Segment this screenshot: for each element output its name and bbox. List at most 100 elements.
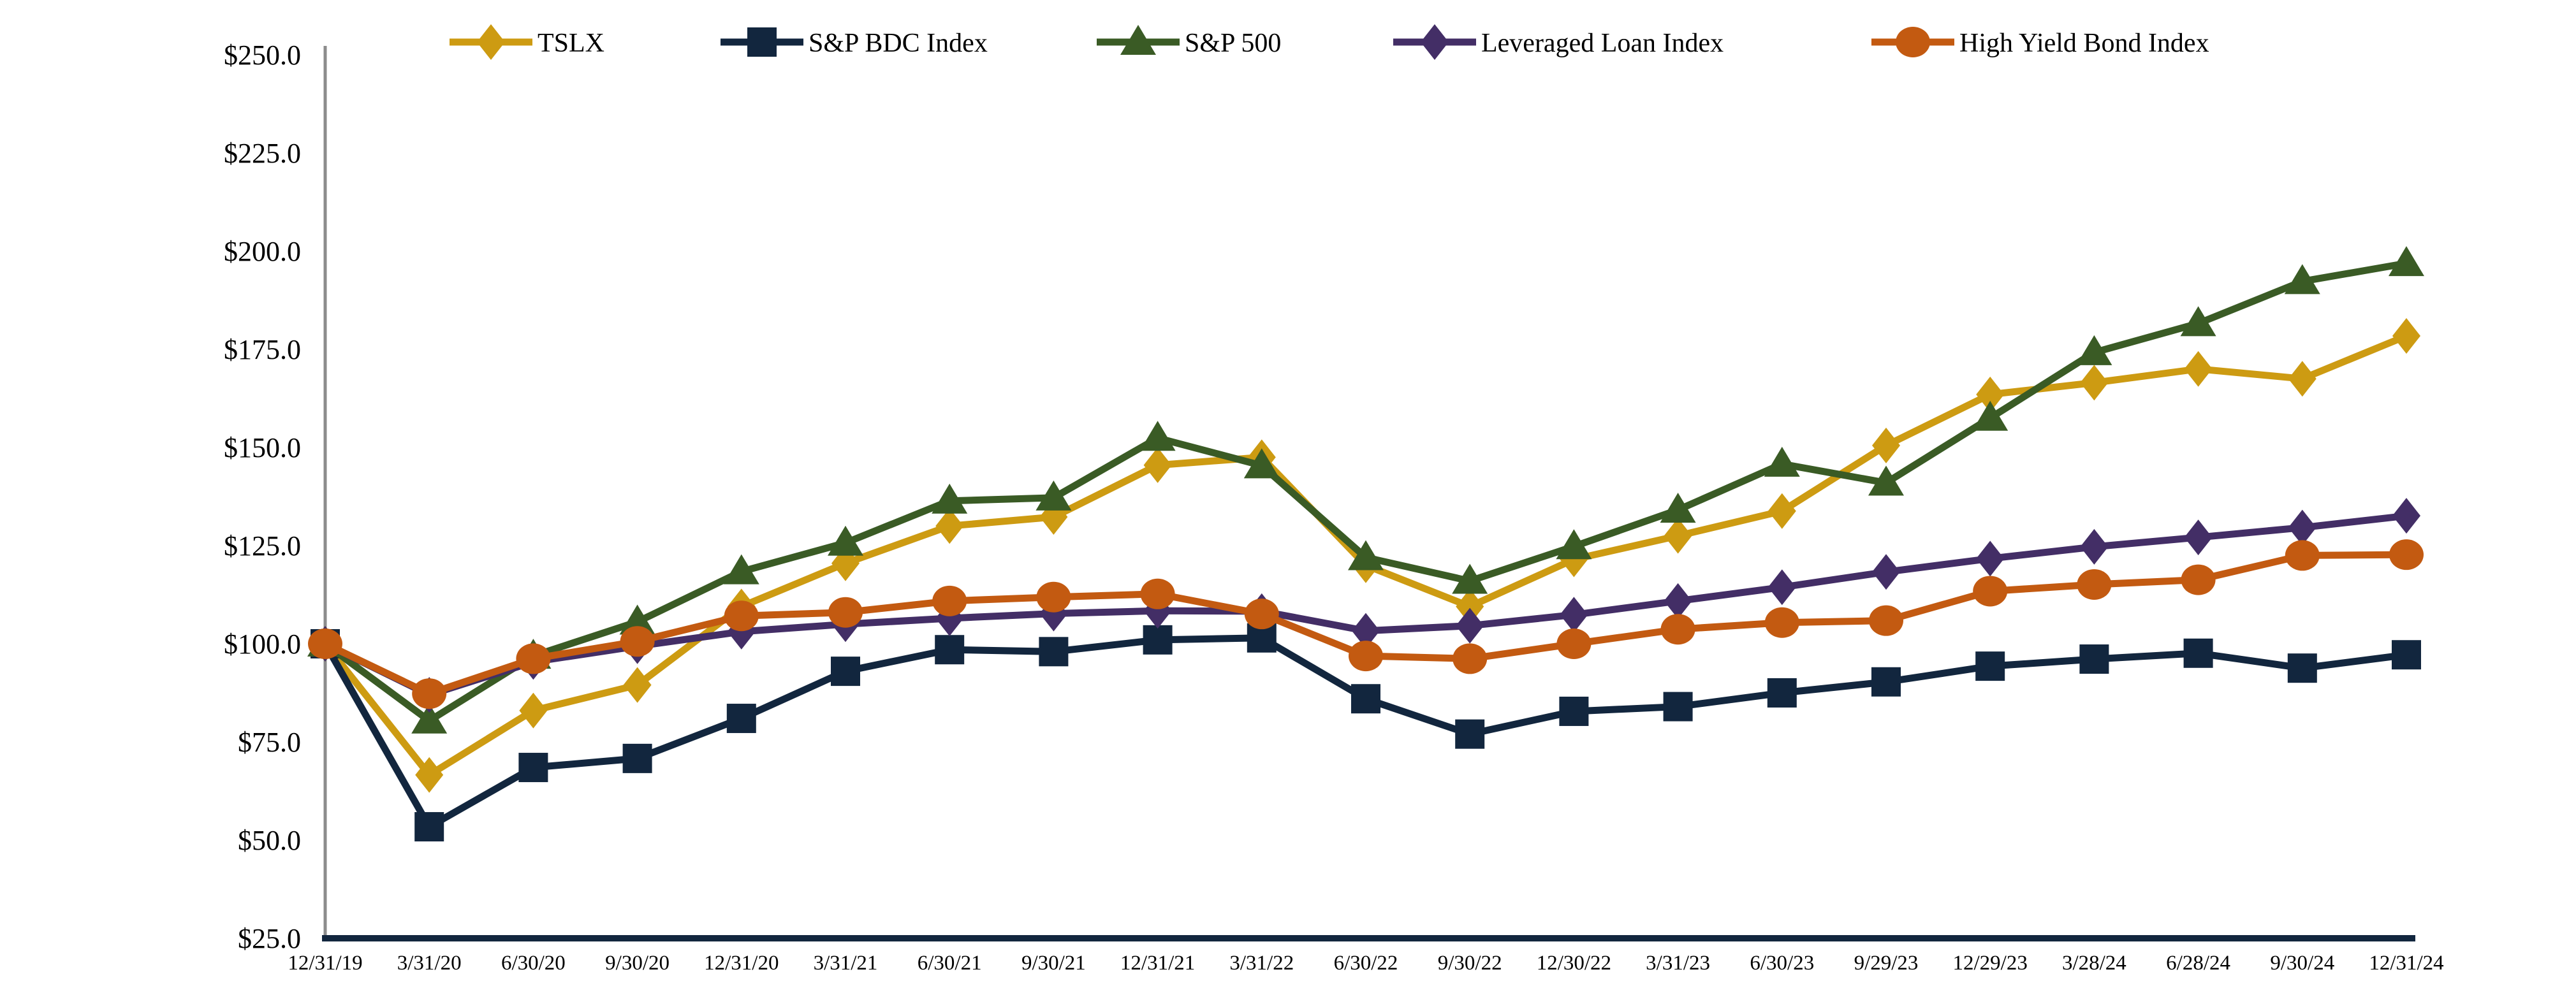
square-marker-icon <box>2183 638 2213 668</box>
x-axis-tick-label: 9/29/23 <box>1854 952 1919 975</box>
diamond-marker-icon <box>1352 613 1380 649</box>
x-axis-tick-label: 12/30/22 <box>1537 952 1611 975</box>
stock-performance-chart: $250.0 $225.0 $200.0 $175.0 $150.0 $125.0 $100… <box>26 10 2576 985</box>
legend-label: TSLX <box>538 29 604 58</box>
circle-marker-icon <box>1140 578 1175 609</box>
triangle-marker-icon <box>723 554 759 585</box>
square-marker-icon <box>1663 692 1693 722</box>
x-axis-tick-label: 9/30/21 <box>1021 952 1086 975</box>
triangle-marker-icon <box>932 483 968 514</box>
triangle-marker-icon <box>2180 306 2216 337</box>
diamond-marker-icon <box>623 667 652 703</box>
x-axis-tick-label: 12/29/23 <box>1953 952 2028 975</box>
x-axis-tick-label: 3/31/21 <box>814 952 878 975</box>
diamond-marker-icon <box>1421 24 1449 60</box>
y-axis-tick-label: $250.0 <box>224 40 301 71</box>
diamond-marker-icon <box>2080 528 2109 565</box>
circle-marker-icon <box>1764 607 1799 638</box>
circle-marker-icon <box>828 597 863 628</box>
triangle-marker-icon <box>1660 492 1696 523</box>
triangle-marker-icon <box>1120 25 1156 55</box>
circle-marker-icon <box>1036 581 1071 613</box>
circle-marker-icon <box>1556 628 1592 659</box>
triangle-marker-icon <box>1243 448 1280 479</box>
triangle-marker-icon <box>1556 529 1592 560</box>
triangle-marker-icon <box>1036 480 1072 511</box>
square-marker-icon <box>1039 637 1069 667</box>
diamond-marker-icon <box>519 692 548 729</box>
y-axis-tick-label: $150.0 <box>224 432 301 463</box>
legend-label: High Yield Bond Index <box>1959 29 2209 58</box>
triangle-marker-icon <box>1868 465 1904 496</box>
triangle-marker-icon <box>828 525 863 556</box>
triangle-marker-icon <box>1452 563 1488 594</box>
square-marker-icon <box>1871 667 1901 697</box>
circle-marker-icon <box>1453 643 1488 674</box>
square-marker-icon <box>1767 678 1797 708</box>
y-axis-tick-label: $225.0 <box>224 138 301 169</box>
square-marker-icon <box>2079 644 2109 674</box>
triangle-marker-icon <box>411 703 448 734</box>
square-marker-icon <box>622 743 652 773</box>
triangle-marker-icon <box>619 604 655 635</box>
triangle-marker-icon <box>1972 400 2009 431</box>
circle-marker-icon <box>2285 540 2320 571</box>
triangle-marker-icon <box>2389 246 2424 277</box>
legend-label: Leveraged Loan Index <box>1481 29 1723 58</box>
diamond-marker-icon <box>1143 447 1172 483</box>
square-marker-icon <box>1455 719 1485 749</box>
x-axis-tick-label: 3/31/22 <box>1229 952 1294 975</box>
circle-marker-icon <box>724 600 759 632</box>
diamond-marker-icon <box>1456 607 1484 644</box>
diamond-marker-icon <box>1976 376 2005 412</box>
square-marker-icon <box>831 657 860 686</box>
x-axis-tick-label: 9/30/24 <box>2270 952 2334 975</box>
x-axis-tick-label: 12/31/24 <box>2369 952 2443 975</box>
triangle-marker-icon <box>2284 264 2320 294</box>
y-axis-tick-label: $25.0 <box>238 923 301 954</box>
diamond-marker-icon <box>1664 583 1692 619</box>
circle-marker-icon <box>620 626 655 657</box>
diamond-marker-icon <box>1664 518 1692 554</box>
triangle-marker-icon <box>1348 540 1384 570</box>
circle-marker-icon <box>516 643 551 674</box>
square-marker-icon <box>1143 625 1173 655</box>
diamond-marker-icon <box>2288 509 2316 546</box>
diamond-marker-icon <box>477 24 505 60</box>
y-axis-tick-label: $100.0 <box>224 628 301 660</box>
x-axis-tick-label: 12/31/19 <box>288 952 362 975</box>
x-axis-tick-label: 9/30/22 <box>1438 952 1502 975</box>
legend-label: S&P 500 <box>1185 29 1281 58</box>
triangle-marker-icon <box>1764 446 1800 477</box>
diamond-marker-icon <box>1872 427 1900 463</box>
circle-marker-icon <box>2389 539 2424 570</box>
diamond-marker-icon <box>1456 588 1484 625</box>
diamond-marker-icon <box>1560 597 1588 633</box>
triangle-marker-icon <box>1139 421 1176 451</box>
diamond-marker-icon <box>2288 361 2316 397</box>
circle-marker-icon <box>1973 576 2008 607</box>
x-axis-tick-label: 6/28/24 <box>2166 952 2230 975</box>
x-axis-tick-label: 3/28/24 <box>2062 952 2126 975</box>
x-axis-tick-label: 6/30/20 <box>501 952 566 975</box>
diamond-marker-icon <box>935 508 964 544</box>
performance-line-chart-canvas: $250.0 $225.0 $200.0 $175.0 $150.0 $125.0 $100… <box>224 24 2444 975</box>
diamond-marker-icon <box>2184 351 2213 387</box>
triangle-marker-icon <box>2076 335 2112 365</box>
y-axis-tick-label: $75.0 <box>238 727 301 758</box>
square-marker-icon <box>726 704 756 734</box>
diamond-marker-icon <box>2184 519 2213 556</box>
circle-marker-icon <box>1896 27 1930 57</box>
square-marker-icon <box>2287 653 2317 683</box>
x-axis-tick-label: 3/31/23 <box>1646 952 1710 975</box>
legend-label: S&P BDC Index <box>809 29 988 58</box>
square-marker-icon <box>1975 651 2005 681</box>
circle-marker-icon <box>308 628 342 659</box>
diamond-marker-icon <box>415 757 444 793</box>
square-marker-icon <box>2392 640 2421 670</box>
x-axis-tick-label: 6/30/21 <box>918 952 982 975</box>
circle-marker-icon <box>1660 614 1695 645</box>
x-axis-tick-label: 6/30/22 <box>1334 952 1398 975</box>
square-marker-icon <box>1559 696 1589 726</box>
square-marker-icon <box>414 812 444 842</box>
